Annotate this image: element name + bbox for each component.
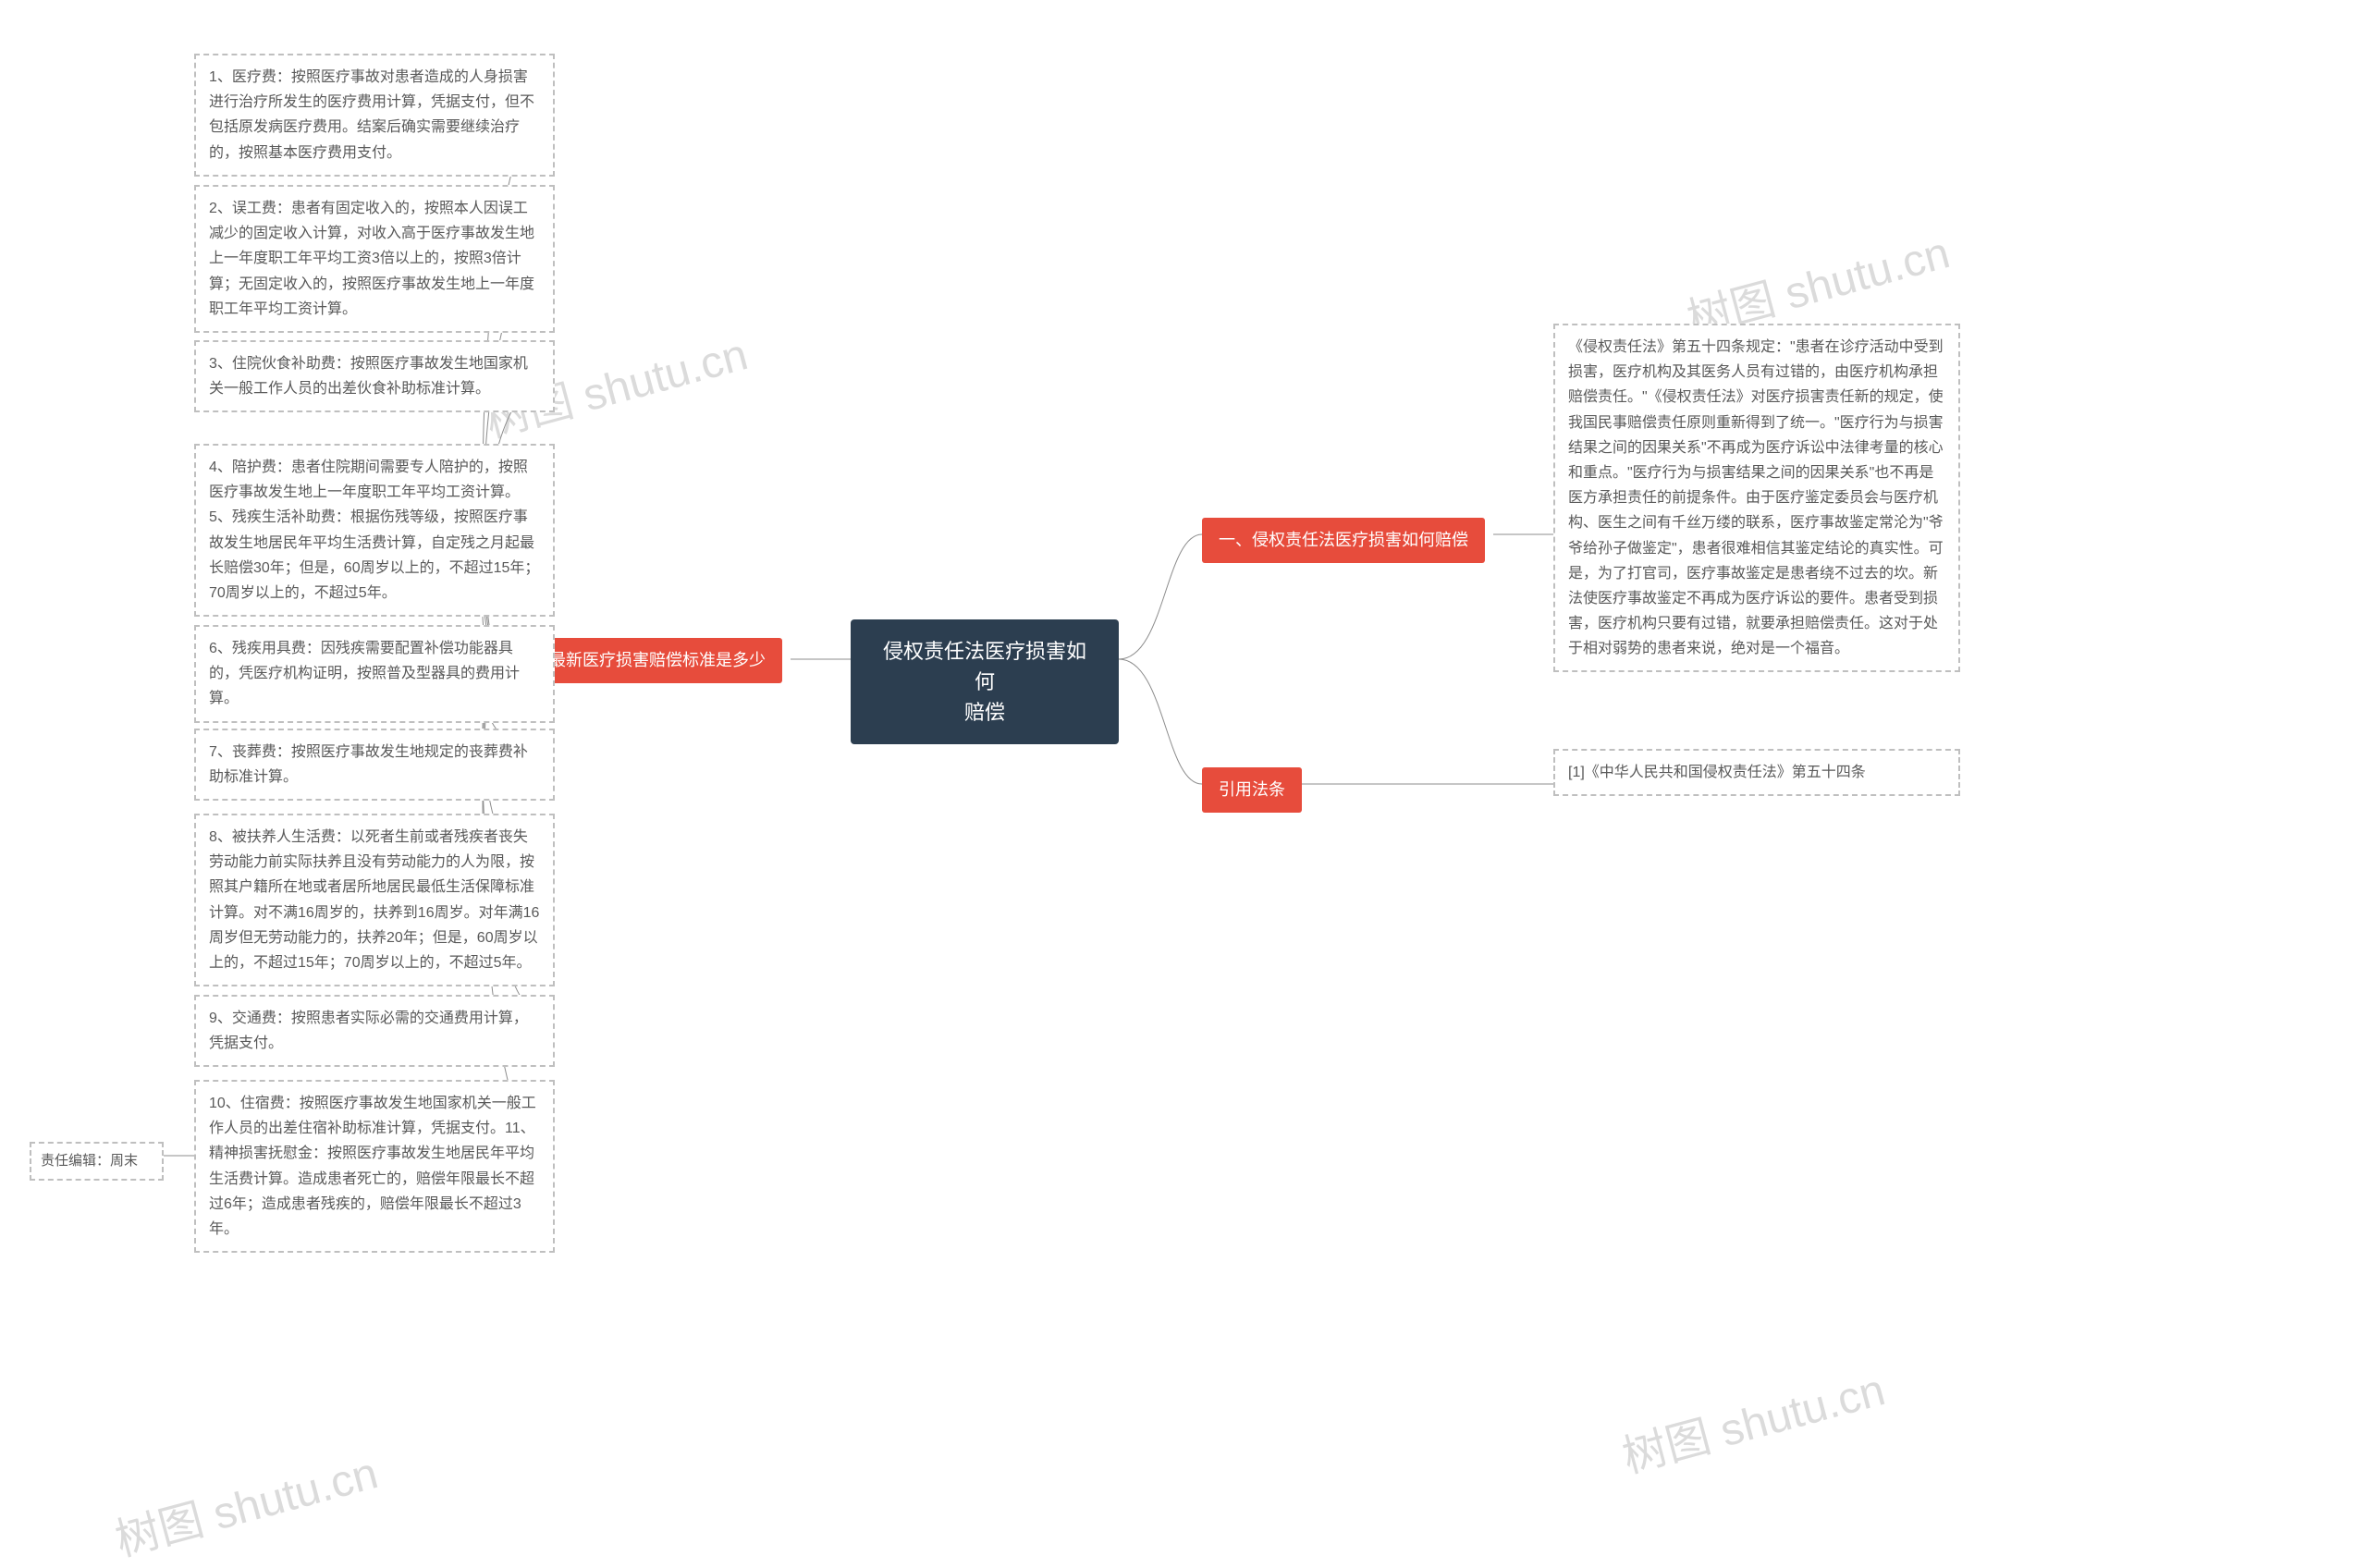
right-leaf-2-1[interactable]: [1]《中华人民共和国侵权责任法》第五十四条 [1553, 749, 1960, 796]
left-leaf-4[interactable]: 4、陪护费：患者住院期间需要专人陪护的，按照医疗事故发生地上一年度职工年平均工资… [194, 444, 555, 617]
center-line1: 侵权责任法医疗损害如何 [883, 640, 1086, 693]
right-leaf-1-1[interactable]: 《侵权责任法》第五十四条规定："患者在诊疗活动中受到损害，医疗机构及其医务人员有… [1553, 324, 1960, 672]
right-branch-1[interactable]: 一、侵权责任法医疗损害如何赔偿 [1202, 518, 1485, 563]
center-line2: 赔偿 [964, 701, 1005, 724]
left-leaf-2[interactable]: 2、误工费：患者有固定收入的，按照本人因误工减少的固定收入计算，对收入高于医疗事… [194, 185, 555, 333]
left-leaf-1[interactable]: 1、医疗费：按照医疗事故对患者造成的人身损害进行治疗所发生的医疗费用计算，凭据支… [194, 54, 555, 177]
watermark-3: 树图 shutu.cn [107, 1437, 384, 1568]
left-leaf-6[interactable]: 7、丧葬费：按照医疗事故发生地规定的丧葬费补助标准计算。 [194, 729, 555, 801]
left-leaf-8[interactable]: 9、交通费：按照患者实际必需的交通费用计算，凭据支付。 [194, 995, 555, 1067]
watermark-4: 树图 shutu.cn [1614, 1354, 1891, 1486]
left-leaf-3[interactable]: 3、住院伙食补助费：按照医疗事故发生地国家机关一般工作人员的出差伙食补助标准计算… [194, 340, 555, 412]
editor-leaf[interactable]: 责任编辑：周末 [30, 1142, 164, 1181]
left-leaf-5[interactable]: 6、残疾用具费：因残疾需要配置补偿功能器具的，凭医疗机构证明，按照普及型器具的费… [194, 625, 555, 723]
center-topic[interactable]: 侵权责任法医疗损害如何 赔偿 [851, 619, 1119, 744]
left-leaf-7[interactable]: 8、被扶养人生活费：以死者生前或者残疾者丧失劳动能力前实际扶养且没有劳动能力的人… [194, 814, 555, 986]
right-branch-2[interactable]: 引用法条 [1202, 767, 1302, 813]
left-leaf-9[interactable]: 10、住宿费：按照医疗事故发生地国家机关一般工作人员的出差住宿补助标准计算，凭据… [194, 1080, 555, 1253]
